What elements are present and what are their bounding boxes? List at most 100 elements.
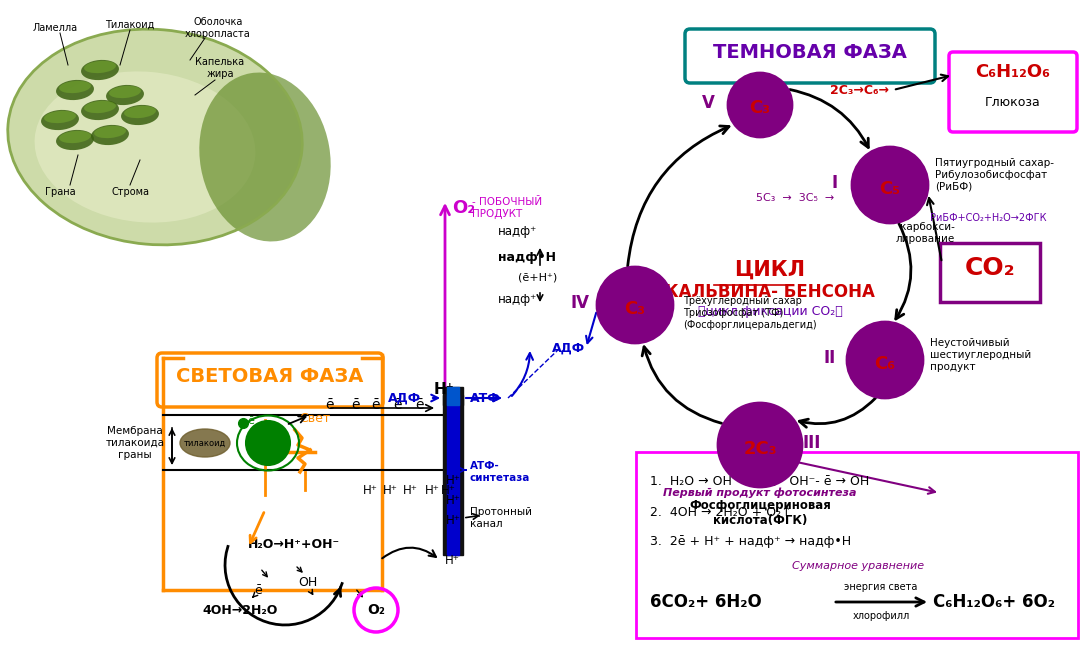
Text: ē: ē [371, 398, 380, 412]
FancyBboxPatch shape [685, 29, 935, 83]
Text: карбокси-
лирование: карбокси- лирование [896, 222, 955, 244]
Text: H⁺: H⁺ [433, 382, 454, 397]
Bar [447, 387, 459, 405]
Text: C₃: C₃ [624, 300, 646, 318]
Text: Суммарное уравнение: Суммарное уравнение [792, 561, 924, 571]
Text: Неустойчивый
шестиуглеродный
продукт: Неустойчивый шестиуглеродный продукт [930, 338, 1031, 371]
Ellipse shape [94, 126, 125, 138]
Text: 6CO₂+ 6H₂O: 6CO₂+ 6H₂O [650, 593, 762, 611]
Ellipse shape [84, 61, 116, 73]
Text: Глюкоза: Глюкоза [985, 95, 1041, 108]
Text: H⁺: H⁺ [445, 474, 460, 487]
Ellipse shape [180, 429, 230, 457]
Text: H⁺: H⁺ [403, 483, 418, 496]
Text: Капелька
жира: Капелька жира [195, 57, 244, 79]
Ellipse shape [84, 101, 116, 113]
Circle shape [245, 421, 290, 465]
Text: CO₂: CO₂ [964, 256, 1016, 280]
Text: АТФ: АТФ [470, 391, 501, 404]
Text: H₂O→H⁺+OH⁻: H₂O→H⁺+OH⁻ [248, 538, 340, 551]
Circle shape [728, 73, 792, 137]
Text: H⁺: H⁺ [441, 483, 455, 496]
Text: ē: ē [394, 398, 403, 412]
Text: O₂: O₂ [367, 603, 385, 617]
Text: Тилакоид: Тилакоид [106, 20, 155, 30]
Text: хлорофилл: хлорофилл [852, 611, 910, 621]
Circle shape [597, 267, 673, 343]
Text: надф•H: надф•H [497, 251, 556, 264]
Ellipse shape [56, 80, 94, 100]
Text: Свет: Свет [299, 411, 331, 424]
Text: C₆H₁₂O₆: C₆H₁₂O₆ [975, 63, 1051, 81]
FancyBboxPatch shape [949, 52, 1077, 132]
Text: 3.  2ē + H⁺ + надф⁺ → надф•H: 3. 2ē + H⁺ + надф⁺ → надф•H [650, 535, 851, 548]
Text: H⁺: H⁺ [362, 483, 377, 496]
Text: ē: ē [350, 398, 359, 412]
Text: Оболочка
хлоропласта: Оболочка хлоропласта [185, 17, 251, 39]
Text: ē: ē [254, 583, 262, 597]
Text: IV: IV [571, 294, 589, 312]
Text: Фосфоглицериновая
кислота(ФГК): Фосфоглицериновая кислота(ФГК) [690, 499, 831, 527]
Text: Ламелла: Ламелла [33, 23, 77, 33]
Text: - ПОБОЧНЫЙ
ПРОДУКТ: - ПОБОЧНЫЙ ПРОДУКТ [472, 197, 542, 219]
Text: Трёхуглеродный сахар
Триозофосфат (ТФ)
(Фосфорглицеральдегид): Трёхуглеродный сахар Триозофосфат (ТФ) (… [683, 296, 817, 330]
Text: триозы: триозы [616, 285, 654, 294]
Text: АДФ: АДФ [552, 341, 585, 354]
Text: ē: ē [247, 416, 254, 426]
Text: 〈цикл фиксации CO₂〉: 〈цикл фиксации CO₂〉 [697, 305, 842, 319]
Circle shape [718, 403, 802, 487]
Bar [443, 395, 463, 555]
Text: СВЕТОВАЯ ФАЗА: СВЕТОВАЯ ФАЗА [177, 367, 363, 386]
Bar [443, 387, 463, 405]
Text: III: III [803, 434, 822, 452]
Text: C₆: C₆ [875, 355, 896, 373]
Text: энергия света: энергия света [844, 582, 918, 592]
Ellipse shape [59, 81, 91, 93]
Ellipse shape [56, 130, 94, 150]
Text: ē: ē [416, 398, 424, 412]
Text: H⁺: H⁺ [445, 494, 460, 507]
Text: I: I [832, 174, 838, 192]
Text: 2C₃→C₆→: 2C₃→C₆→ [830, 84, 889, 97]
Text: надф⁺: надф⁺ [497, 294, 537, 307]
Text: ē: ē [326, 398, 334, 412]
FancyBboxPatch shape [940, 243, 1040, 302]
Ellipse shape [44, 111, 76, 123]
Ellipse shape [106, 85, 144, 105]
Ellipse shape [121, 105, 159, 125]
Text: II: II [824, 349, 836, 367]
Bar [447, 395, 459, 555]
Ellipse shape [124, 106, 156, 118]
Text: 2C₃: 2C₃ [743, 440, 777, 458]
Text: АТФ-
синтетаза: АТФ- синтетаза [470, 461, 530, 483]
Text: РиБФ+CO₂+H₂O→2ФГК: РиБФ+CO₂+H₂O→2ФГК [930, 213, 1046, 223]
Text: 1.  H₂O → OH⁻ + H⁺;   OH⁻- ē → OH: 1. H₂O → OH⁻ + H⁺; OH⁻- ē → OH [650, 476, 870, 489]
Ellipse shape [81, 100, 119, 120]
Ellipse shape [59, 131, 91, 143]
Text: пентозы: пентозы [868, 165, 912, 174]
Text: КАЛЬВИНА- БЕНСОНА: КАЛЬВИНА- БЕНСОНА [666, 283, 875, 301]
Text: H⁺: H⁺ [445, 513, 460, 526]
Ellipse shape [200, 73, 331, 242]
Ellipse shape [41, 110, 79, 130]
Text: Первый продукт фотосинтеза: Первый продукт фотосинтеза [663, 488, 856, 498]
Ellipse shape [8, 29, 302, 245]
Text: тилакоид: тилакоид [184, 439, 226, 448]
FancyBboxPatch shape [157, 353, 383, 407]
Text: Грана: Грана [45, 187, 75, 197]
Text: C₆H₁₂O₆+ 6O₂: C₆H₁₂O₆+ 6O₂ [933, 593, 1055, 611]
Text: надф⁺: надф⁺ [497, 226, 537, 238]
Text: ТЕМНОВАЯ ФАЗА: ТЕМНОВАЯ ФАЗА [714, 43, 907, 62]
FancyBboxPatch shape [636, 452, 1078, 638]
Text: H⁺: H⁺ [383, 483, 397, 496]
Text: ЦИКЛ: ЦИКЛ [734, 260, 805, 280]
Text: V: V [702, 94, 715, 112]
Ellipse shape [91, 125, 129, 145]
Text: Mg: Mg [255, 435, 281, 450]
Text: H⁺: H⁺ [444, 553, 459, 566]
Circle shape [852, 147, 928, 223]
Text: (ē+H⁺): (ē+H⁺) [518, 273, 558, 283]
Text: OH: OH [298, 577, 317, 590]
Circle shape [847, 322, 923, 398]
Text: C₃: C₃ [750, 99, 770, 117]
